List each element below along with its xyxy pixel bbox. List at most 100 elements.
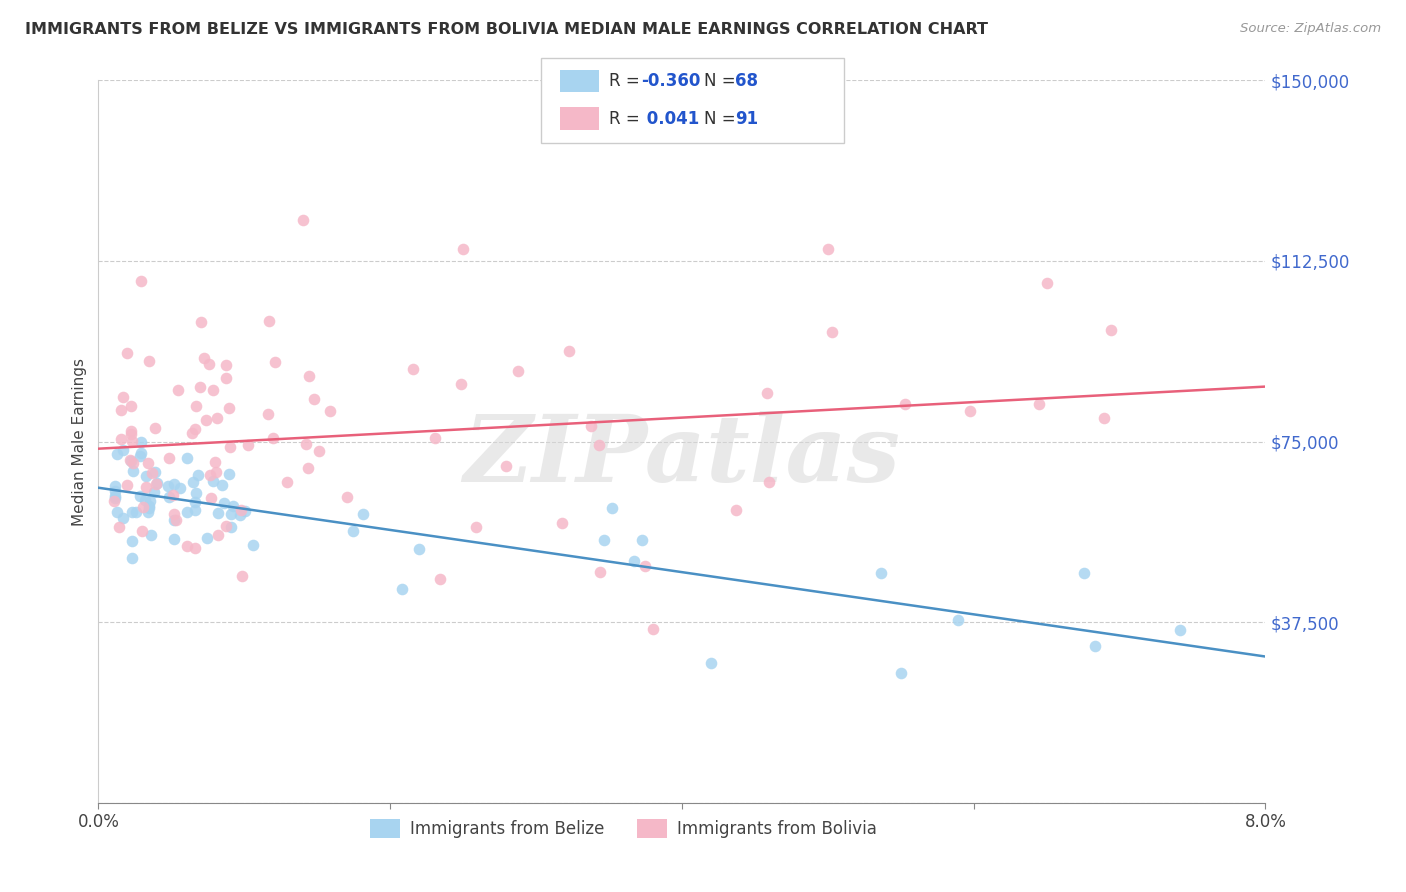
Point: [641, 623, 664, 637]
Point: [104, 479, 127, 493]
Point: [959, 404, 981, 418]
Point: [112, 442, 135, 457]
Point: [291, 213, 314, 227]
Point: [176, 505, 198, 519]
Point: [758, 475, 780, 489]
Point: [143, 485, 166, 500]
Point: [890, 665, 912, 680]
Point: [145, 475, 167, 490]
Point: [451, 242, 474, 256]
Point: [110, 432, 132, 446]
Point: [105, 446, 128, 460]
Point: [139, 528, 162, 542]
Point: [187, 468, 209, 483]
Text: 0.041: 0.041: [641, 110, 699, 128]
Point: [630, 533, 652, 547]
Point: [163, 476, 186, 491]
Point: [145, 477, 167, 491]
Point: [117, 346, 139, 360]
Text: -0.360: -0.360: [641, 72, 700, 90]
Point: [229, 503, 252, 517]
Point: [207, 411, 229, 425]
Point: [162, 488, 184, 502]
Text: ZIPatlas: ZIPatlas: [464, 411, 900, 501]
Point: [122, 456, 145, 470]
Point: [145, 466, 167, 480]
Point: [700, 656, 723, 670]
Point: [129, 489, 152, 503]
Point: [195, 531, 218, 545]
Point: [143, 421, 166, 435]
Point: [558, 343, 581, 358]
Point: [159, 490, 181, 504]
Point: [136, 505, 159, 519]
Point: [193, 351, 215, 366]
Point: [121, 464, 143, 478]
Point: [352, 508, 374, 522]
Point: [163, 513, 186, 527]
Point: [207, 528, 229, 542]
Point: [588, 437, 610, 451]
Point: [176, 451, 198, 466]
Text: IMMIGRANTS FROM BELIZE VS IMMIGRANTS FROM BOLIVIA MEDIAN MALE EARNINGS CORRELATI: IMMIGRANTS FROM BELIZE VS IMMIGRANTS FRO…: [25, 22, 988, 37]
Point: [893, 397, 915, 411]
Text: 91: 91: [735, 110, 758, 128]
Point: [108, 519, 131, 533]
Point: [215, 370, 238, 384]
Point: [756, 386, 779, 401]
Point: [121, 551, 143, 566]
Point: [138, 500, 160, 514]
Point: [104, 489, 127, 503]
Point: [188, 380, 211, 394]
Text: Source: ZipAtlas.com: Source: ZipAtlas.com: [1240, 22, 1381, 36]
Point: [195, 413, 218, 427]
Point: [124, 505, 146, 519]
Point: [219, 507, 242, 521]
Point: [579, 419, 602, 434]
Point: [623, 554, 645, 568]
Point: [218, 467, 240, 482]
Point: [870, 566, 893, 580]
Point: [1092, 411, 1115, 425]
Point: [219, 440, 242, 454]
Point: [176, 539, 198, 553]
Legend: Immigrants from Belize, Immigrants from Bolivia: Immigrants from Belize, Immigrants from …: [363, 813, 884, 845]
Point: [229, 508, 252, 522]
Point: [138, 354, 160, 368]
Point: [120, 400, 142, 414]
Point: [104, 491, 127, 505]
Point: [120, 452, 142, 467]
Point: [135, 469, 157, 483]
Point: [308, 443, 330, 458]
Point: [423, 431, 446, 445]
Point: [204, 455, 226, 469]
Point: [202, 383, 225, 397]
Point: [214, 358, 236, 372]
Point: [104, 484, 127, 499]
Point: [231, 568, 253, 582]
Point: [550, 516, 572, 531]
Point: [817, 242, 839, 256]
Point: [302, 392, 325, 406]
Point: [1073, 566, 1095, 580]
Point: [115, 478, 138, 492]
Point: [589, 566, 612, 580]
Point: [600, 501, 623, 516]
Point: [136, 456, 159, 470]
Point: [163, 533, 186, 547]
Point: [198, 357, 221, 371]
Point: [214, 496, 236, 510]
Text: R =: R =: [609, 110, 645, 128]
Point: [506, 364, 529, 378]
Point: [107, 504, 129, 518]
Point: [391, 582, 413, 597]
Point: [131, 524, 153, 538]
Point: [135, 480, 157, 494]
Point: [184, 541, 207, 555]
Point: [257, 407, 280, 421]
Text: N =: N =: [704, 110, 741, 128]
Point: [634, 558, 657, 573]
Point: [183, 495, 205, 509]
Point: [138, 501, 160, 516]
Point: [180, 425, 202, 440]
